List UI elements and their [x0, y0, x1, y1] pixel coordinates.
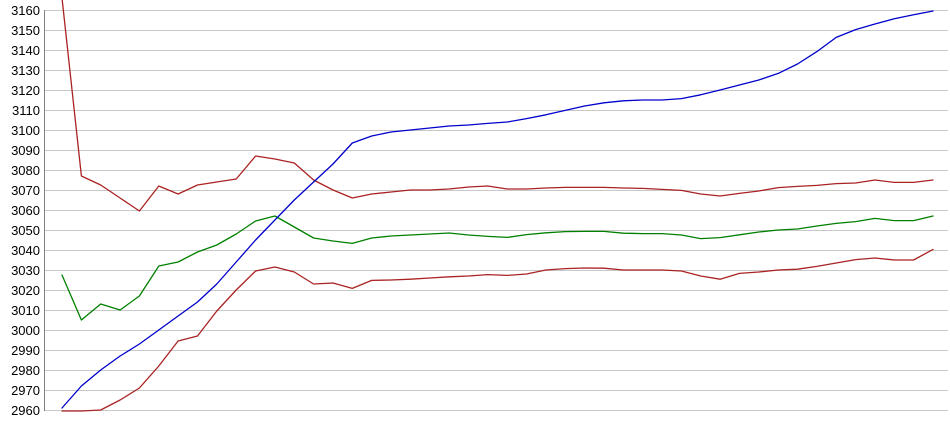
- y-axis-label: 3110: [12, 103, 40, 118]
- series-red-upper-line: [61, 0, 934, 212]
- y-axis-labels: 3160 3150 3140 3130 3120 3110 3100 3090 3080 3070…: [11, 3, 40, 418]
- y-axis-label: 3020: [11, 283, 40, 298]
- y-axis-label: 3010: [11, 303, 40, 318]
- y-axis-label: 3120: [11, 83, 40, 98]
- y-axis-label: 3040: [11, 243, 40, 258]
- y-axis-label: 2990: [11, 343, 40, 358]
- series-blue-line: [61, 10, 934, 409]
- y-axis-label: 3140: [11, 43, 40, 58]
- y-axis-label: 3150: [11, 23, 40, 38]
- y-axis-label: 3050: [11, 223, 40, 238]
- y-axis-label: 3100: [11, 123, 40, 138]
- y-axis-label: 2960: [11, 403, 40, 418]
- y-axis-label: 3030: [11, 263, 40, 278]
- series-green-line: [61, 215, 934, 321]
- y-axis-label: 3070: [11, 183, 40, 198]
- y-axis-label: 2980: [11, 363, 40, 378]
- y-axis-label: 3000: [11, 323, 40, 338]
- series-red-lower-line: [61, 248, 934, 412]
- y-axis-label: 3060: [11, 203, 40, 218]
- y-axis-label: 3090: [11, 143, 40, 158]
- y-axis-label: 3160: [11, 3, 40, 18]
- y-axis-label: 2970: [11, 383, 40, 398]
- gridlines: [44, 10, 948, 411]
- y-axis-label: 3080: [11, 163, 40, 178]
- y-axis-label: 3130: [11, 63, 40, 78]
